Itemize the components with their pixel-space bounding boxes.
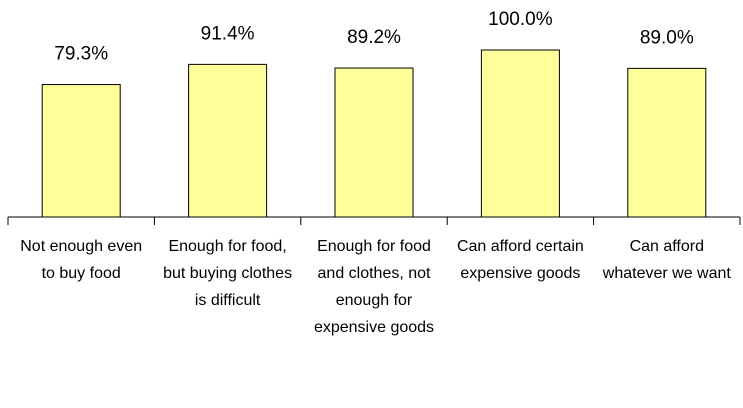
data-label: 91.4% — [201, 23, 255, 44]
bar — [627, 67, 707, 218]
x-tick-label: Can afford certain expensive goods — [456, 238, 584, 282]
bar — [41, 84, 121, 218]
bar — [334, 67, 414, 218]
bar — [188, 63, 268, 218]
x-tick-label: Enough for food, but buying clothes is d… — [163, 238, 293, 309]
bar — [480, 49, 560, 218]
data-label: 79.3% — [54, 44, 108, 65]
data-label: 100.0% — [488, 9, 553, 30]
x-tick-label: Not enough even to buy food — [20, 238, 143, 282]
x-tick-label: Enough for food and clothes, not enough … — [313, 238, 435, 336]
data-label: 89.2% — [347, 27, 401, 48]
x-tick-label: Can afford whatever we want — [602, 238, 731, 282]
data-label: 89.0% — [640, 27, 694, 48]
